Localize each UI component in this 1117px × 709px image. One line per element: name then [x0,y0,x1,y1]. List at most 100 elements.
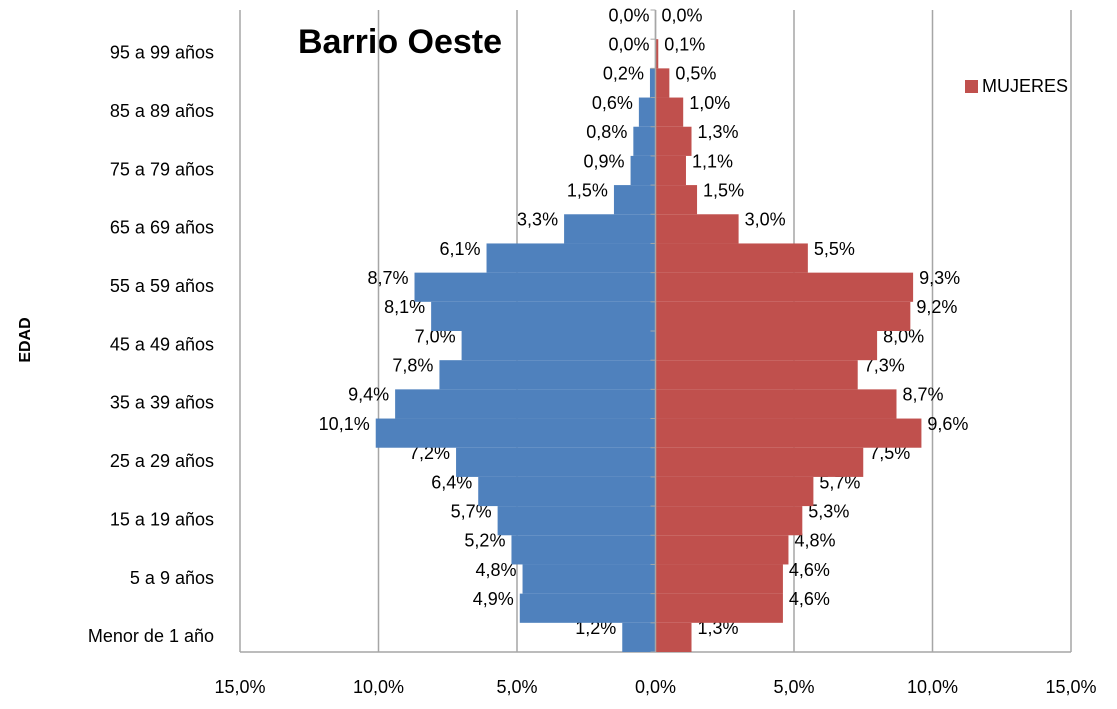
data-label: 0,5% [675,64,716,84]
legend-swatch [965,80,978,93]
data-label: 4,6% [789,589,830,609]
bar [655,389,897,419]
data-label: 7,0% [415,326,456,346]
bar [633,126,656,156]
x-tick-label: 10,0% [907,677,958,697]
bar [655,535,789,565]
data-label: 3,0% [745,210,786,230]
bar [655,185,698,215]
data-label: 6,1% [439,239,480,259]
data-label: 5,5% [814,239,855,259]
data-label: 8,7% [367,268,408,288]
y-tick-label: 35 a 39 años [110,393,214,413]
data-label: 4,8% [794,531,835,551]
legend-label: MUJERES [982,76,1068,96]
bar [655,593,783,623]
data-label: 8,1% [384,297,425,317]
bar [655,331,878,361]
data-label: 4,6% [789,560,830,580]
data-label: 8,7% [902,385,943,405]
data-label: 8,0% [883,326,924,346]
bar [655,97,684,127]
data-label: 3,3% [517,210,558,230]
data-label: 0,0% [662,5,703,25]
data-label: 5,7% [819,472,860,492]
bar [414,272,656,302]
bar [655,272,914,302]
data-label: 7,5% [869,443,910,463]
data-label: 7,3% [864,356,905,376]
bar [655,360,858,390]
bar [395,389,656,419]
y-tick-label: 65 a 69 años [110,218,214,238]
bar [622,622,656,652]
bar [655,301,911,331]
y-tick-label: 5 a 9 años [130,568,214,588]
data-label: 5,3% [808,501,849,521]
data-label: 1,3% [698,122,739,142]
bar [522,564,656,594]
bar [655,418,922,448]
bar [461,331,656,361]
bar [655,39,659,69]
bar [630,155,656,186]
data-label: 7,2% [409,443,450,463]
y-tick-label: 25 a 29 años [110,451,214,471]
data-label: 1,1% [692,151,733,171]
bar [486,243,656,273]
chart-title: Barrio Oeste [298,23,502,61]
x-tick-label: 5,0% [496,677,537,697]
data-label: 1,5% [567,180,608,200]
data-label: 0,2% [603,64,644,84]
data-label: 0,9% [584,151,625,171]
data-label: 0,1% [664,35,705,55]
data-label: 6,4% [431,472,472,492]
bar [613,185,656,215]
data-label: 0,8% [586,122,627,142]
bar [439,360,656,390]
data-label: 9,3% [919,268,960,288]
y-axis-label: EDAD [17,317,34,362]
bar [638,97,656,127]
bar [655,214,739,244]
y-tick-label: Menor de 1 año [88,626,214,646]
data-label: 1,2% [575,618,616,638]
data-label: 4,9% [473,589,514,609]
bar [655,68,670,98]
x-tick-label: 5,0% [773,677,814,697]
data-label: 1,0% [689,93,730,113]
x-tick-label: 10,0% [353,677,404,697]
data-label: 1,3% [698,618,739,638]
bar [511,535,656,565]
bar [564,214,656,244]
bar [655,126,692,156]
data-label: 4,8% [476,560,517,580]
x-tick-label: 15,0% [214,677,265,697]
bar [655,564,783,594]
y-tick-label: 15 a 19 años [110,509,214,529]
bar [655,476,814,507]
y-tick-label: 75 a 79 años [110,159,214,179]
data-label: 9,4% [348,385,389,405]
data-label: 0,0% [608,35,649,55]
data-label: 0,6% [592,93,633,113]
bar [655,622,692,652]
bar [655,155,686,186]
x-tick-label: 15,0% [1045,677,1096,697]
data-label: 9,2% [916,297,957,317]
y-tick-label: 95 a 99 años [110,43,214,63]
y-tick-label: 85 a 89 años [110,101,214,121]
data-label: 0,0% [608,5,649,25]
y-tick-label: 45 a 49 años [110,334,214,354]
bar [375,418,656,448]
y-tick-label: 55 a 59 años [110,276,214,296]
bar [431,301,656,331]
bar [649,68,656,98]
data-label: 1,5% [703,180,744,200]
bar [478,476,656,507]
bar [655,506,803,536]
x-tick-label: 0,0% [635,677,676,697]
bar [519,593,656,623]
bar [456,447,656,477]
